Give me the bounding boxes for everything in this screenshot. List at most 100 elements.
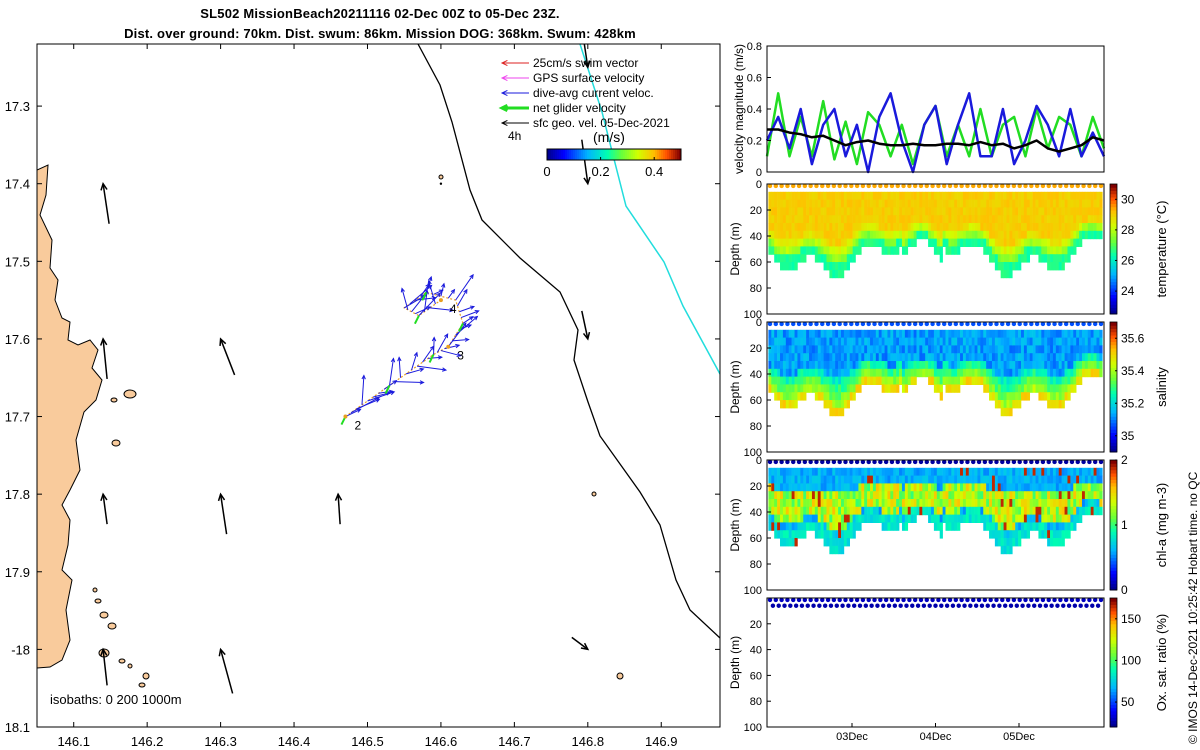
chlorophyll-cell-100-12	[1058, 475, 1062, 484]
salinity-cell-95-30	[1044, 361, 1048, 370]
salinity-cell-65-24	[957, 353, 961, 362]
chlorophyll-cell-0-6	[768, 467, 772, 477]
chlorophyll-surface-pt-96	[1046, 459, 1051, 465]
chlorophyll-cell-72-42	[977, 514, 981, 523]
temperature-cell-98-36	[1052, 230, 1057, 240]
chlorophyll-surface-pt-80	[1000, 459, 1005, 465]
temperature-cell-105-24	[1073, 215, 1077, 224]
salinity-cell-93-12	[1038, 337, 1042, 346]
salinity-cell-87-12	[1021, 337, 1025, 346]
temperature-cell-34-12	[867, 199, 871, 208]
salinity-cell-71-6	[974, 329, 978, 339]
salinity-cell-74-18	[983, 345, 987, 354]
salinity-cell-68-42	[965, 376, 970, 385]
chlorophyll-cell-62-18	[948, 483, 952, 492]
chlorophyll-cell-10-12	[797, 475, 801, 484]
salinity-cell-91-30	[1032, 361, 1036, 370]
chlorophyll-cell-72-18	[977, 483, 981, 492]
chlorophyll-cell-41-30	[887, 499, 891, 508]
chlorophyll-cell-41-36	[887, 506, 891, 516]
chlorophyll-cell-73-24	[980, 491, 984, 500]
temperature-colorbar-swatch-1	[1110, 307, 1117, 312]
temperature-cell-86-12	[1018, 199, 1022, 208]
chlorophyll-cell-79-24	[997, 491, 1001, 500]
salinity-surface-pt-110	[1087, 321, 1092, 327]
salinity-cell-60-18	[942, 345, 946, 354]
salinity-cell-24-54	[838, 392, 842, 401]
chlorophyll-cell-16-18	[814, 483, 819, 492]
temperature-cell-83-12	[1009, 199, 1013, 208]
temperature-cell-54-12	[925, 199, 929, 208]
temperature-cell-43-48	[893, 246, 897, 255]
salinity-colorbar-swatch-2	[1110, 442, 1117, 446]
temperature-cell-30-24	[855, 215, 859, 224]
chlorophyll-cell-25-24	[840, 491, 845, 500]
chlorophyll-cell-79-36	[997, 506, 1001, 516]
salinity-cell-39-42	[881, 376, 885, 385]
salinity-cell-48-42	[907, 376, 911, 385]
chlorophyll-cell-23-66	[835, 545, 839, 555]
chlorophyll-cell-75-12	[986, 475, 990, 484]
chlorophyll-cell-101-6	[1061, 467, 1065, 477]
map-colorbar-swatch-38	[623, 149, 626, 160]
waypoint-dot-0	[343, 414, 348, 419]
salinity-cell-90-30	[1029, 361, 1033, 370]
chlorophyll-cell-50-18	[913, 483, 917, 492]
temperature-cell-74-18	[983, 207, 987, 216]
chlorophyll-cell-97-48	[1050, 522, 1054, 531]
salinity-cell-66-24	[960, 353, 964, 362]
temperature-surface-pt-78	[994, 183, 999, 189]
salinity-cell-96-24	[1047, 353, 1051, 362]
salinity-cell-54-24	[925, 353, 929, 362]
chlorophyll-cell-82-6	[1006, 467, 1010, 477]
salinity-cell-101-12	[1061, 337, 1065, 346]
salinity-cell-97-18	[1050, 345, 1054, 354]
temperature-cell-99-30	[1055, 223, 1060, 232]
chlorophyll-cell-8-30	[791, 499, 795, 508]
temperature-cell-104-6	[1070, 191, 1074, 201]
waypoint-dot-1	[446, 344, 451, 349]
chlorophyll-colorbar-swatch-15	[1110, 538, 1117, 542]
chlorophyll-cell-33-36	[864, 506, 868, 516]
salinity-cell-66-12	[960, 337, 964, 346]
temperature-cell-41-42	[887, 238, 891, 247]
chlorophyll-cell-10-42	[797, 514, 801, 523]
chlorophyll-cell-53-36	[922, 506, 926, 516]
chlorophyll-cell-103-54	[1067, 530, 1071, 539]
salinity-cell-35-30	[870, 361, 874, 370]
salinity-cell-88-36	[1023, 368, 1028, 378]
temperature-cell-52-6	[919, 191, 923, 201]
salinity-cell-52-36	[919, 368, 923, 378]
chlorophyll-cell-66-18	[960, 483, 964, 492]
temperature-surface-pt-22	[831, 183, 837, 189]
temperature-cell-77-18	[991, 207, 996, 216]
chlorophyll-cell-36-18	[872, 483, 877, 492]
temperature-cell-7-60	[788, 262, 792, 271]
temperature-cell-21-24	[829, 215, 833, 224]
salinity-cell-44-42	[896, 376, 900, 385]
salinity-cell-94-6	[1041, 329, 1045, 339]
temperature-cell-17-48	[817, 246, 821, 255]
temperature-cell-8-48	[791, 246, 795, 255]
temperature-cell-14-18	[809, 207, 813, 216]
temperature-cell-41-18	[887, 207, 891, 216]
chlorophyll-cell-28-12	[849, 475, 853, 484]
salinity-cell-28-36	[849, 368, 853, 378]
salinity-cell-64-42	[954, 376, 958, 385]
salinity-cell-25-42	[840, 376, 845, 385]
chlorophyll-colorbar-swatch-23	[1110, 512, 1117, 516]
oxygen-ytick-label-3: 80	[750, 696, 762, 708]
chlorophyll-cell-30-12	[855, 475, 859, 484]
salinity-cell-9-48	[794, 384, 798, 393]
temperature-cell-22-36	[832, 230, 836, 240]
chlorophyll-colorbar-swatch-1	[1110, 583, 1117, 588]
map-colorbar-swatch-7	[561, 149, 564, 160]
chlorophyll-cell-80-30	[1000, 499, 1004, 508]
salinity-cell-22-66	[832, 407, 836, 417]
salinity-cell-26-60	[843, 400, 848, 409]
chlorophyll-cell-104-24	[1070, 491, 1074, 500]
salinity-cell-106-12	[1076, 337, 1080, 346]
salinity-cell-103-24	[1067, 353, 1071, 362]
salinity-cell-70-18	[971, 345, 975, 354]
temperature-cell-113-30	[1096, 223, 1100, 232]
